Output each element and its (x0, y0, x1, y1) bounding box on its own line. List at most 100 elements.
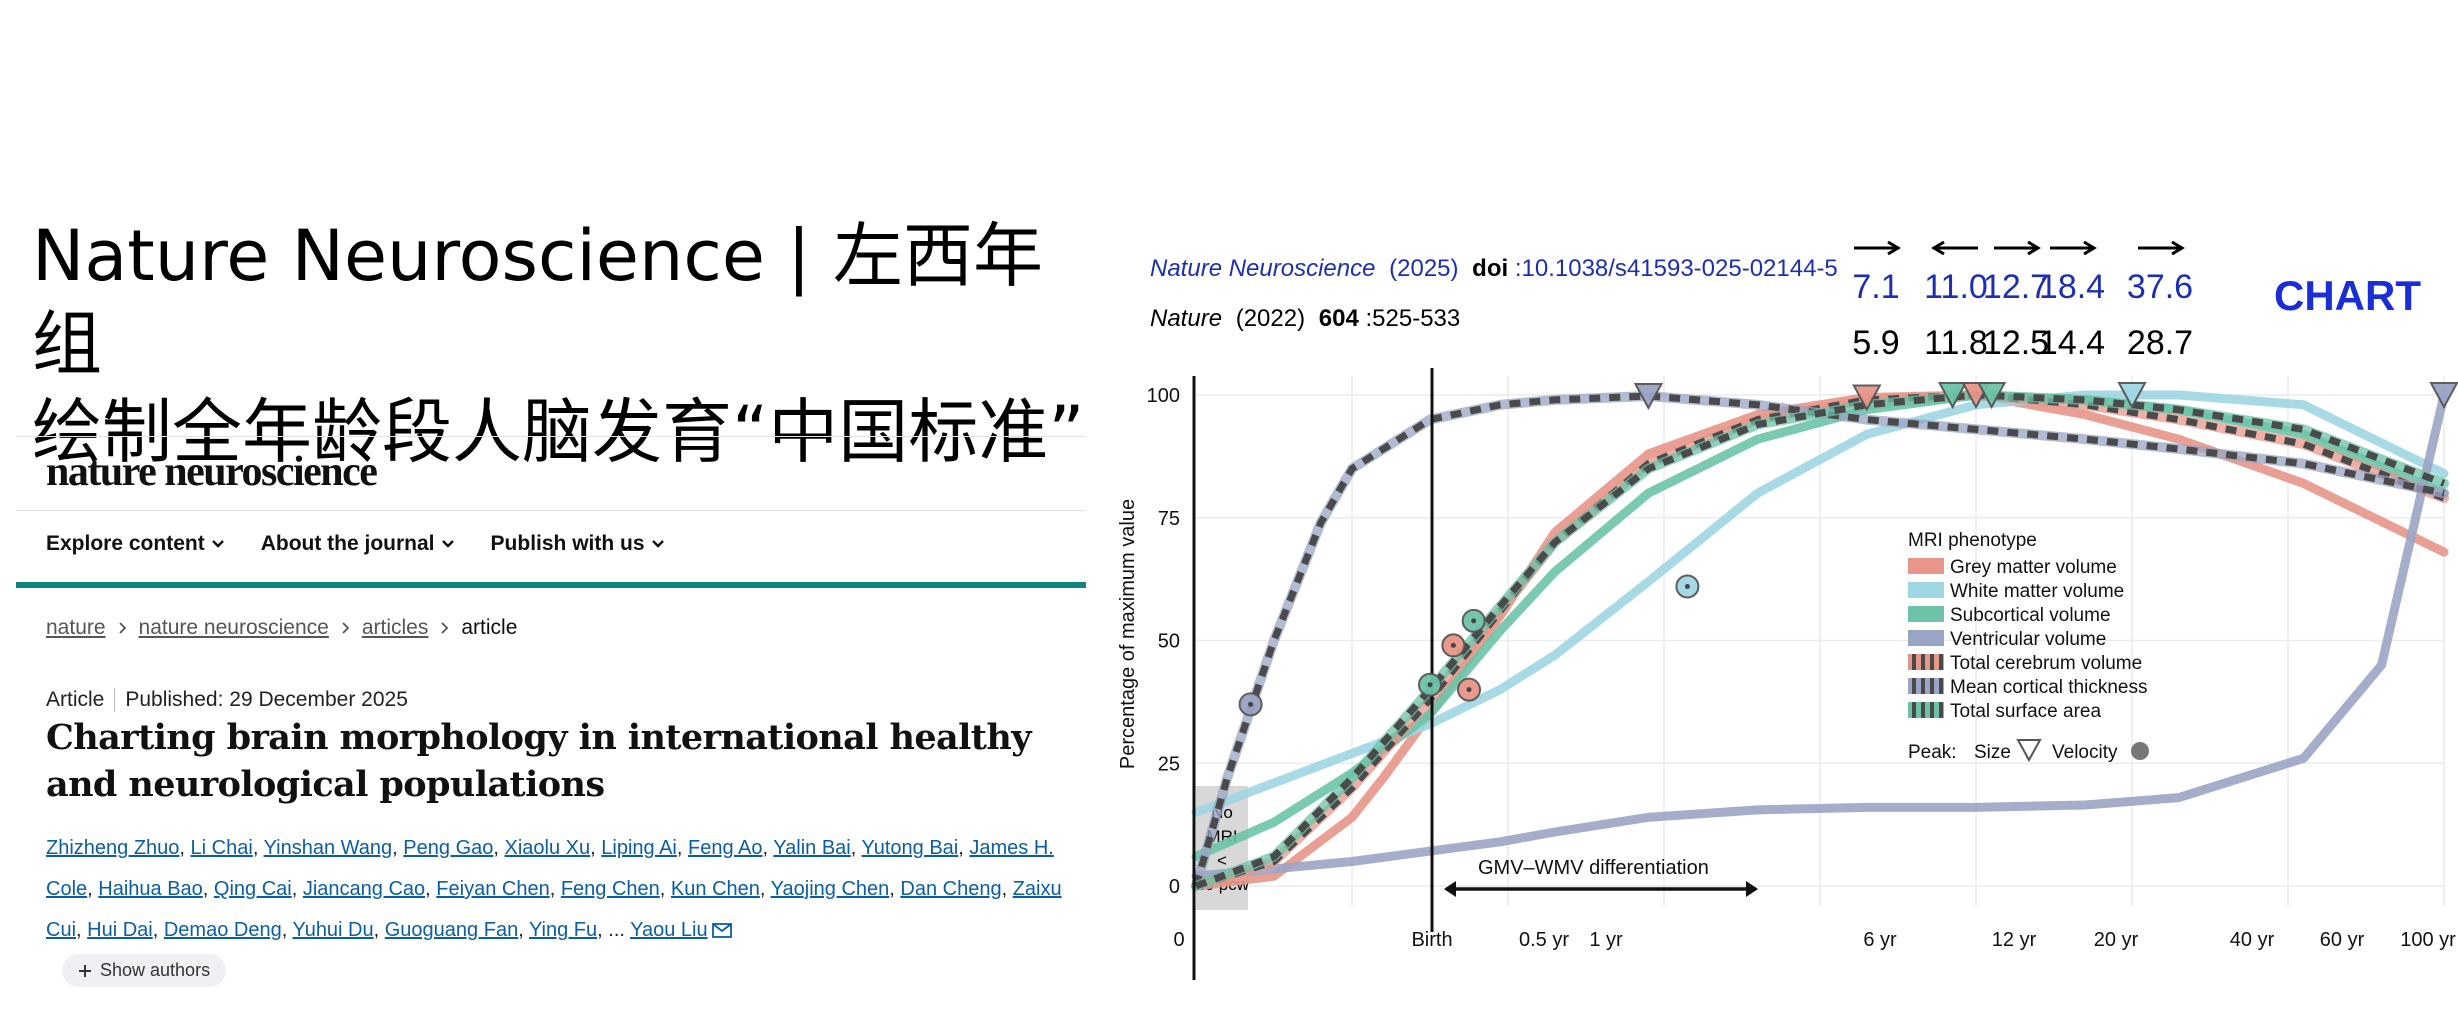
legend-swatch (1908, 702, 1944, 718)
x-tick-label: 0.5 yr (1519, 929, 1569, 951)
nav-about-journal[interactable]: About the journal (261, 532, 455, 556)
nav-explore-content[interactable]: Explore content (46, 532, 225, 556)
size-peak-marker (1852, 384, 1882, 412)
author-link[interactable]: Hui Dai (87, 919, 153, 941)
y-tick-label: 75 (1158, 508, 1180, 530)
author-link[interactable]: Yalin Bai (773, 837, 851, 859)
peak-age-old: 14.4 (2039, 324, 2105, 362)
author-link[interactable]: Feiyan Chen (436, 878, 550, 900)
peak-age-old: 28.7 (2127, 324, 2193, 362)
show-authors-button[interactable]: Show authors (62, 954, 227, 987)
divider (16, 510, 1086, 511)
divider (16, 436, 1086, 437)
ref2-volume: 604 (1319, 305, 1360, 332)
ref1-year: (2025) (1389, 255, 1458, 282)
breadcrumb: nature nature neuroscience articles arti… (46, 616, 517, 640)
author-link[interactable]: Yutong Bai (861, 837, 959, 859)
chart-panel: Nature Neuroscience (2025) doi :10.1038/… (1104, 226, 2458, 1010)
series-white-matter-volume (1191, 390, 2449, 817)
journal-logo[interactable]: nature neuroscience (46, 449, 378, 495)
legend-swatch-dash (1912, 654, 1916, 670)
nav-label: Publish with us (490, 532, 645, 555)
ref1-citation: Nature Neuroscience (2025) doi :10.1038/… (1150, 255, 1838, 282)
series-ventricular-volume (1191, 390, 2449, 881)
mail-icon[interactable] (711, 923, 732, 939)
breadcrumb-articles[interactable]: articles (361, 616, 429, 639)
x-tick-label: Birth (1411, 929, 1452, 951)
author-link[interactable]: Qing Cai (213, 878, 292, 900)
author-link[interactable]: Yuhui Du (292, 919, 374, 941)
author-link[interactable]: Guoguang Fan (384, 919, 519, 941)
peak-comparison: 7.1 5.9 11.0 11.8 12.7 12.5 18.4 14.4 37.6 28.7 (1852, 240, 2193, 362)
divider (114, 688, 116, 712)
breadcrumb-nature-neuroscience[interactable]: nature neuroscience (138, 616, 329, 639)
author-link-corresponding[interactable]: Yaou Liu (630, 919, 708, 941)
nav-accent-bar (16, 582, 1086, 588)
y-axis-label: Percentage of maximum value (1117, 499, 1139, 769)
nav-publish-with-us[interactable]: Publish with us (491, 532, 665, 556)
legend-swatch-dash (1921, 654, 1925, 670)
author-link[interactable]: Dan Cheng (900, 878, 1002, 900)
legend-title: MRI phenotype (1908, 530, 2037, 551)
legend-velocity-circle-icon (2131, 742, 2149, 760)
ref2-pages: :525-533 (1365, 305, 1460, 332)
arrow-left-icon (1931, 240, 1978, 256)
legend-swatch (1908, 678, 1944, 694)
headline: Nature Neuroscience | 左西年组 绘制全年龄段人脑发育“中国… (32, 212, 1092, 476)
author-link[interactable]: Yinshan Wang (263, 837, 393, 859)
ref1-doi: :10.1038/s41593-025-02144-5 (1515, 255, 1838, 282)
main-nav: Explore content About the journal Publis… (46, 532, 665, 556)
author-link[interactable]: Liping Ai (601, 837, 677, 859)
author-link[interactable]: Kun Chen (670, 878, 760, 900)
y-tick-label: 100 (1147, 385, 1180, 407)
breadcrumb-nature[interactable]: nature (46, 616, 106, 639)
size-peak-marker (1976, 382, 2007, 410)
author-link[interactable]: Zaixu Cui (46, 878, 1062, 941)
author-link[interactable]: Jiancang Cao (302, 878, 426, 900)
legend-swatch-dash (1939, 702, 1943, 718)
legend-label: Total surface area (1950, 701, 2101, 722)
arrow-right-icon (2050, 240, 2097, 256)
legend-size-label: Size (1974, 742, 2011, 763)
chevron-right-icon (441, 622, 449, 634)
show-authors-label: Show authors (100, 960, 211, 980)
velocity-peak-dot (1427, 682, 1433, 688)
author-link[interactable]: James H. Cole (46, 837, 1054, 900)
author-link[interactable]: Feng Chen (560, 878, 660, 900)
author-link[interactable]: Zhizheng Zhuo (46, 837, 180, 859)
article-title: Charting brain morphology in internation… (46, 717, 1032, 805)
x-tick-label: 40 yr (2230, 929, 2275, 951)
x-tick-label: 60 yr (2320, 929, 2365, 951)
chevron-down-icon (441, 540, 454, 548)
legend-swatch (1908, 630, 1944, 646)
size-peak-marker (2117, 382, 2147, 410)
author-link[interactable]: Feng Ao (688, 837, 763, 859)
peak-age-new: 12.7 (1983, 268, 2049, 306)
author-link[interactable]: Haihua Bao (98, 878, 203, 900)
nav-label: Explore content (46, 532, 205, 555)
author-link[interactable]: Xiaolu Xu (504, 837, 591, 859)
legend-swatch-dash (1912, 678, 1916, 694)
author-link[interactable]: Ying Fu (528, 919, 598, 941)
brain-chart: Nature Neuroscience (2025) doi :10.1038/… (1117, 240, 2458, 980)
author-link[interactable]: Demao Deng (163, 919, 282, 941)
author-link[interactable]: Li Chai (190, 837, 253, 859)
plus-icon (79, 964, 91, 977)
y-tick-label: 0 (1169, 876, 1180, 898)
peak-age-new: 11.0 (1924, 268, 1988, 306)
legend-swatch (1908, 582, 1944, 598)
legend-label: Ventricular volume (1950, 629, 2106, 650)
author-link[interactable]: Yaojing Chen (770, 878, 890, 900)
legend-swatch-dash (1930, 702, 1934, 718)
ref1-journal: Nature Neuroscience (1150, 255, 1375, 282)
article-screenshot: nature neuroscience Explore content Abou… (16, 436, 1086, 1010)
chart-badge: CHART (2274, 272, 2421, 319)
no-mri-label: < (1217, 851, 1227, 870)
author-link[interactable]: Peng Gao (403, 837, 494, 859)
x-tick-label: 100 yr (2400, 929, 2456, 951)
ref1-doi-label: doi (1472, 255, 1508, 282)
velocity-peak-dot (1466, 687, 1472, 693)
article-type: Article (46, 688, 105, 711)
series-mean-cortical-thickness (1192, 392, 2445, 887)
